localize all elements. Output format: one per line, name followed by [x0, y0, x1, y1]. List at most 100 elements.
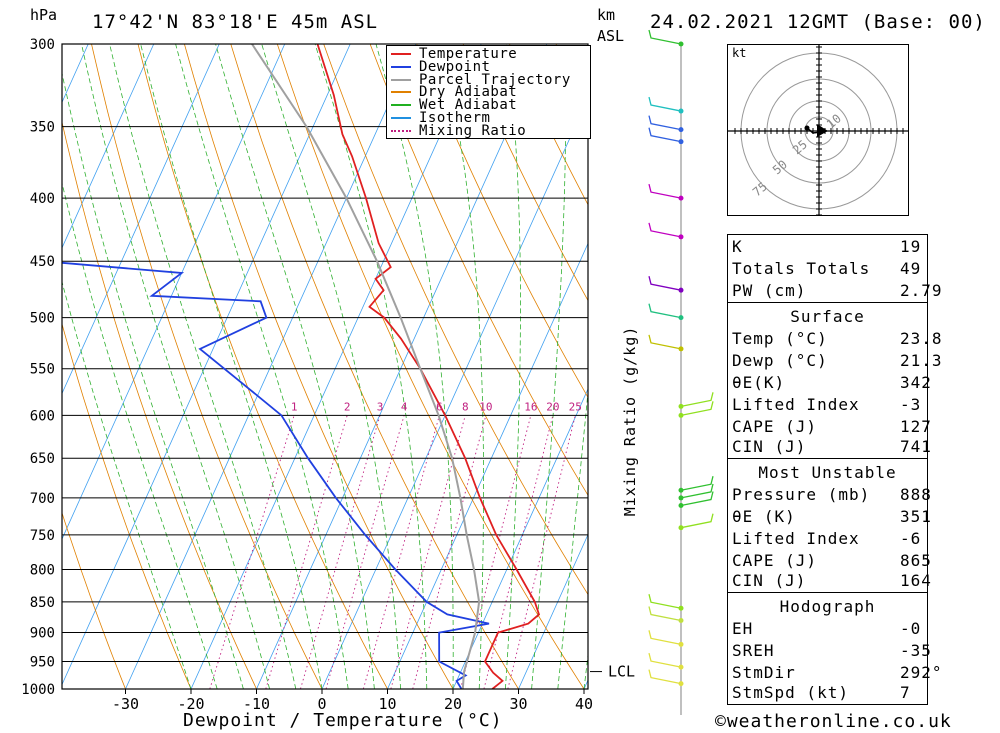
isotherm-line	[62, 44, 351, 686]
isotherm-line	[387, 242, 588, 689]
mu-cin-row: CIN (J) 164	[732, 571, 931, 593]
mu-theta-row: θE (K) 351	[732, 507, 931, 529]
wind-barb	[648, 594, 682, 609]
isotherm-line	[0, 44, 23, 689]
wet-adiabat-line	[140, 44, 323, 689]
x-tick-label: 0	[317, 695, 326, 713]
mu-pressure-label: Pressure (mb)	[732, 485, 871, 504]
pressure-tick-label: 350	[30, 120, 55, 136]
mixing-ratio-line	[507, 415, 576, 689]
surface-panel: Surface Temp (°C) 23.8 Dewp (°C) 21.3 θE(K…	[727, 302, 942, 459]
surface-temp-label: Temp (°C)	[732, 329, 828, 348]
wet-adiabat-line	[62, 71, 244, 689]
mu-li-value: -6	[900, 529, 922, 548]
legend-swatch	[391, 91, 411, 94]
asl-unit-label: ASL	[597, 27, 625, 45]
dry-adiabat-line	[974, 44, 1000, 689]
surface-li-row: Lifted Index -3	[732, 395, 923, 417]
hodograph-ring-label: 25	[790, 137, 810, 157]
wet-adiabat-line	[109, 44, 297, 689]
x-axis-title: Dewpoint / Temperature (°C)	[183, 710, 503, 731]
wet-adiabat-line	[505, 44, 521, 689]
legend-label: Mixing Ratio	[419, 122, 527, 139]
pressure-tick-label: 900	[30, 626, 55, 642]
mu-cin-label: CIN (J)	[732, 571, 807, 590]
legend-swatch	[391, 129, 411, 132]
surface-cape-label: CAPE (J)	[732, 417, 818, 436]
mixing-ratio-line	[362, 415, 440, 689]
legend-label: Isotherm	[419, 110, 491, 126]
hodograph-params-title: Hodograph	[779, 597, 876, 616]
isotherm-line	[125, 44, 417, 689]
km-unit-label: km	[597, 6, 616, 24]
totals-totals-label: Totals Totals	[732, 259, 871, 278]
legend-swatch	[391, 53, 411, 55]
mu-pressure-row: Pressure (mb) 888	[732, 485, 931, 507]
sreh-value: -35	[900, 641, 932, 660]
x-tick-label: 30	[509, 695, 527, 713]
hodograph-ring-label: 50	[770, 157, 790, 177]
mu-pressure-value: 888	[900, 485, 932, 504]
mixing-ratio-tick-label: 20	[546, 400, 559, 413]
eh-row: EH -0	[732, 619, 923, 641]
wind-barb	[648, 630, 682, 645]
hodograph-ring-label: 10	[824, 111, 844, 131]
stmspd-value: 7	[900, 683, 911, 702]
parcel-trajectory-series-line	[251, 44, 481, 689]
hpa-unit-label: hPa	[30, 6, 58, 24]
surface-cin-value: 741	[900, 437, 932, 456]
wind-barb	[680, 392, 714, 407]
copyright-link[interactable]: ©weatheronline.co.uk	[715, 711, 952, 732]
legend-label: Dewpoint	[419, 58, 491, 75]
mu-li-row: Lifted Index -6	[732, 529, 923, 551]
isotherm-line	[452, 388, 588, 689]
mu-theta-value: 351	[900, 507, 932, 526]
surface-temp-value: 23.8	[900, 329, 943, 348]
totals-totals-row: Totals Totals 49	[732, 259, 923, 281]
mixing-ratio-tick-label: 16	[524, 400, 537, 413]
legend-swatch	[391, 78, 411, 81]
mu-theta-label: θE (K)	[732, 507, 796, 526]
legend-item: Mixing Ratio	[391, 122, 527, 139]
pressure-tick-label: 500	[30, 311, 55, 327]
surface-theta-label: θE(K)	[732, 373, 786, 392]
mixing-ratio-tick-label: 1	[291, 400, 298, 413]
x-tick-label: 40	[575, 695, 593, 713]
legend-swatch	[391, 104, 411, 107]
mixing-ratio-line	[390, 415, 466, 689]
legend-item: Temperature	[391, 46, 518, 62]
mixing-ratio-line	[460, 415, 532, 689]
isotherm-line	[256, 44, 548, 689]
k-index-value: 19	[900, 237, 922, 256]
x-tick-label: 10	[378, 695, 396, 713]
legend-item: Wet Adiabat	[391, 98, 517, 112]
plot-frame	[61, 43, 589, 690]
x-tick-label: -10	[243, 695, 270, 713]
dry-adiabat-line	[462, 44, 588, 302]
pressure-tick-label: 650	[30, 451, 55, 467]
pressure-tick-label: 1000	[21, 682, 55, 698]
eh-label: EH	[732, 619, 754, 638]
pressure-tick-label: 600	[30, 408, 55, 424]
wind-barb	[680, 476, 714, 491]
x-tick-label: -20	[177, 695, 204, 713]
dry-adiabat-line	[184, 44, 454, 689]
wet-adiabat-line	[375, 44, 454, 689]
stmspd-label: StmSpd (kt)	[732, 683, 849, 702]
pw-label: PW (cm)	[732, 281, 807, 300]
wind-barb	[648, 115, 682, 131]
pressure-tick-label: 400	[30, 191, 55, 207]
wind-barb	[648, 606, 682, 622]
mu-cin-value: 164	[900, 571, 932, 590]
isotherm-line	[518, 533, 588, 689]
legend-label: Temperature	[419, 46, 518, 62]
wind-barb	[648, 29, 682, 45]
surface-li-label: Lifted Index	[732, 395, 860, 414]
k-index-row: K 19	[732, 237, 923, 259]
wind-barb	[648, 334, 682, 350]
mu-li-label: Lifted Index	[732, 529, 860, 548]
pressure-tick-label: 950	[30, 655, 55, 671]
wind-barb	[680, 401, 714, 416]
